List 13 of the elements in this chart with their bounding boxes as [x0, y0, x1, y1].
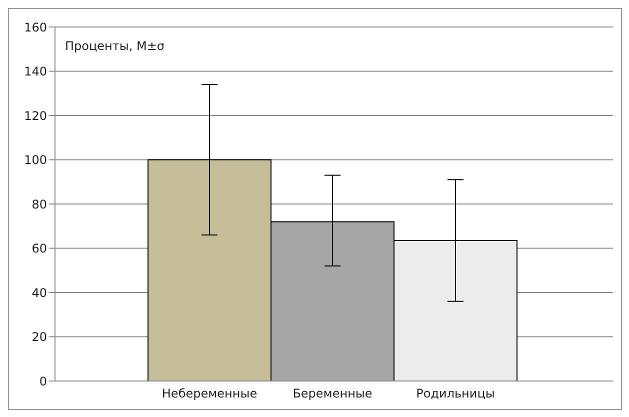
- y-tick-label: 100: [24, 153, 47, 168]
- y-tick-label: 80: [32, 197, 47, 212]
- y-tick-label: 160: [24, 20, 47, 34]
- y-tick-label: 40: [32, 286, 47, 300]
- y-tick-label: 140: [24, 64, 47, 79]
- y-axis-title: Проценты, М±σ: [65, 39, 164, 53]
- x-tick-label: Небеременные: [162, 386, 258, 401]
- y-tick-label: 20: [32, 330, 47, 344]
- x-tick-label: Родильницы: [416, 386, 495, 401]
- y-tick-label: 120: [24, 108, 47, 123]
- y-tick-label: 60: [32, 242, 47, 256]
- y-tick-label: 0: [39, 374, 47, 388]
- x-tick-label: Беременные: [292, 386, 372, 401]
